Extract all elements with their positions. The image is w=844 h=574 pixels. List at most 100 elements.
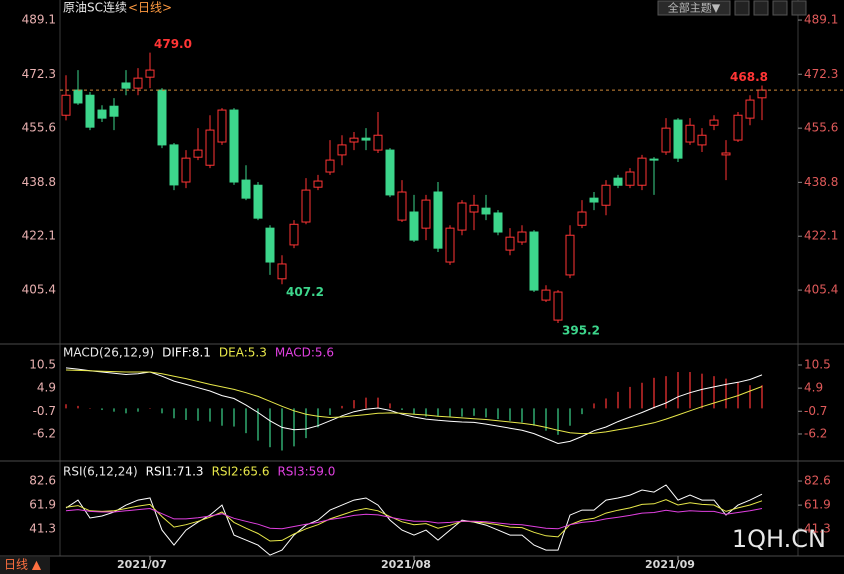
macd-bar xyxy=(593,403,595,409)
icon-button[interactable] xyxy=(734,0,750,16)
macd-bar xyxy=(149,408,151,409)
macd-bar xyxy=(137,408,139,412)
candle-body xyxy=(505,236,515,251)
y-tick-label: 472.3 xyxy=(22,67,56,81)
icon-button[interactable] xyxy=(753,0,769,16)
macd-bar xyxy=(245,408,247,434)
series-line xyxy=(65,507,763,530)
icon-button[interactable] xyxy=(791,0,807,16)
candle-body xyxy=(757,89,767,99)
y-tick-label-right: 472.3 xyxy=(804,67,838,81)
macd-bar xyxy=(509,408,511,421)
x-tick-label: 2021/08 xyxy=(381,558,431,571)
candle-body xyxy=(205,129,215,166)
candle-body xyxy=(709,119,719,126)
macd-bar xyxy=(485,408,487,418)
legend-entry: RSI3:59.0 xyxy=(277,465,335,479)
macd-bar xyxy=(161,408,163,414)
y-tick-label-right: 82.6 xyxy=(804,474,831,488)
candle-body xyxy=(109,105,119,117)
chart-title: 原油SC连续 xyxy=(63,0,127,15)
candle-body xyxy=(157,89,167,146)
candle-body xyxy=(181,157,191,183)
candle-body xyxy=(373,134,383,151)
candle-body xyxy=(625,171,635,186)
macd-bar xyxy=(497,408,499,420)
macd-bar xyxy=(605,398,607,409)
candle-body xyxy=(229,109,239,183)
candle-body xyxy=(313,180,323,188)
candle-body xyxy=(61,94,71,116)
candle-body xyxy=(337,144,347,156)
candle-body xyxy=(601,184,611,206)
macd-bar xyxy=(233,408,235,427)
y-tick-label: -6.2 xyxy=(33,426,56,440)
icon-button[interactable] xyxy=(772,0,788,16)
macd-bar xyxy=(353,400,355,409)
y-tick-label-right: 455.6 xyxy=(804,121,838,135)
y-tick-label: 41.3 xyxy=(29,522,56,536)
macd-bar xyxy=(197,408,199,421)
candle-body xyxy=(745,99,755,119)
candle-body xyxy=(481,207,491,215)
y-tick-label-right: 489.1 xyxy=(804,13,838,27)
macd-bar xyxy=(449,408,451,417)
panel-title: RSI(6,12,24) xyxy=(63,465,138,479)
candle-body xyxy=(349,137,359,143)
candle-body xyxy=(385,149,395,196)
series-line xyxy=(65,484,763,556)
macd-bar xyxy=(437,408,439,417)
macd-bar xyxy=(425,408,427,417)
macd-bar xyxy=(713,376,715,409)
macd-bar xyxy=(725,378,727,409)
legend-entry: DEA:5.3 xyxy=(219,346,267,360)
legend-entry: RSI1:71.3 xyxy=(146,465,204,479)
macd-bar xyxy=(701,373,703,409)
macd-bar xyxy=(377,397,379,409)
candle-body xyxy=(169,144,179,186)
macd-bar xyxy=(689,372,691,409)
candle-body xyxy=(469,204,479,213)
y-tick-label: 489.1 xyxy=(22,13,56,27)
chart-period: <日线> xyxy=(128,1,172,15)
candle-body xyxy=(541,289,551,301)
legend-entry: DIFF:8.1 xyxy=(162,346,211,360)
period-button[interactable]: 日线 ▲ xyxy=(4,558,42,572)
candle-body xyxy=(529,231,539,291)
candle-body xyxy=(733,114,743,141)
macd-bar xyxy=(569,408,571,426)
candle-body xyxy=(277,263,287,280)
theme-button-label[interactable]: 全部主题▼ xyxy=(668,1,721,15)
annotation: 395.2 xyxy=(562,323,600,337)
candle-body xyxy=(661,127,671,153)
macd-bar xyxy=(221,408,223,426)
macd-bar xyxy=(641,382,643,409)
macd-bar xyxy=(629,386,631,409)
candle-body xyxy=(565,234,575,276)
candle-body xyxy=(697,134,707,146)
theme-button[interactable] xyxy=(657,0,731,16)
y-tick-label: 405.4 xyxy=(22,283,56,297)
candle-body xyxy=(73,89,83,104)
macd-bar xyxy=(665,376,667,409)
macd-bar xyxy=(761,385,763,409)
candle-body xyxy=(193,149,203,158)
candle-body xyxy=(217,109,227,143)
macd-bar xyxy=(341,405,343,409)
macd-bar xyxy=(185,408,187,420)
macd-bar xyxy=(65,404,67,409)
candle-body xyxy=(721,152,731,156)
candle-body xyxy=(325,159,335,173)
annotation: 479.0 xyxy=(154,37,192,51)
y-tick-label: 422.1 xyxy=(22,229,56,243)
candle-body xyxy=(289,223,299,246)
macd-bar xyxy=(257,408,259,441)
y-tick-label-right: 405.4 xyxy=(804,283,838,297)
macd-bar xyxy=(545,408,547,431)
macd-bar xyxy=(209,408,211,422)
period-button-box[interactable] xyxy=(0,557,50,574)
macd-bar xyxy=(461,408,463,417)
annotation: 407.2 xyxy=(286,285,324,299)
macd-bar xyxy=(473,408,475,416)
